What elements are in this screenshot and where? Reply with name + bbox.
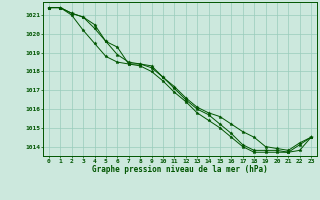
X-axis label: Graphe pression niveau de la mer (hPa): Graphe pression niveau de la mer (hPa): [92, 165, 268, 174]
